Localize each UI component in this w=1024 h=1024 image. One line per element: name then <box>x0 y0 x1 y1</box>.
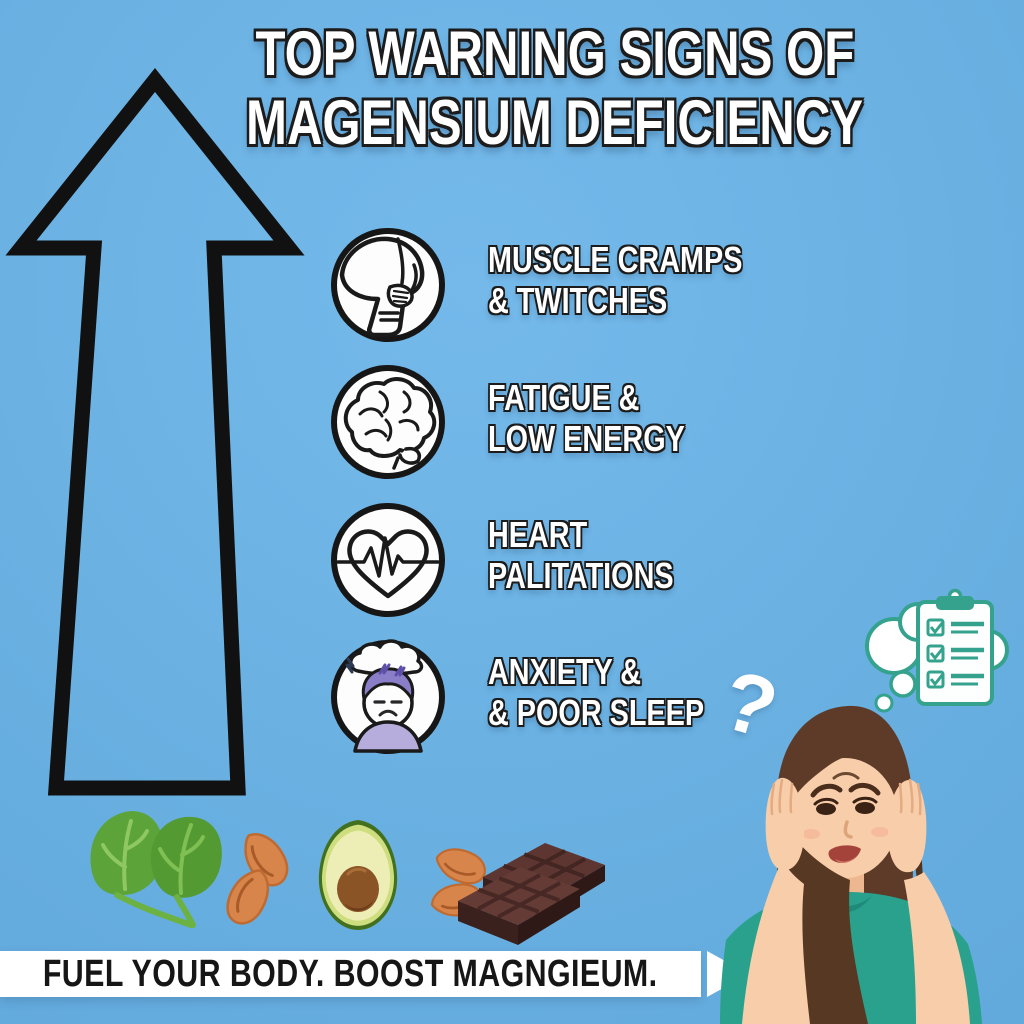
symptom-label-fatigue: FATIGUE & LOW ENERGY <box>488 377 685 459</box>
spinach-illustration <box>90 811 222 928</box>
brain-icon <box>331 365 445 479</box>
thought-bubble-checklist <box>865 588 1009 713</box>
title-line-1: TOP WARNING SIGNS OF <box>255 19 855 89</box>
symptom-row-muscle-cramps <box>328 225 448 350</box>
muscle-cramp-icon <box>331 228 445 342</box>
almonds-illustration-1 <box>226 833 289 925</box>
page-title: TOP WARNING SIGNS OF MAGENSIUM DEFICIENC… <box>140 20 970 157</box>
symptom-label-heart: HEART PALITATIONS <box>488 514 674 596</box>
symptom-label-muscle-cramps: MUSCLE CRAMPS & TWITCHES <box>488 239 743 321</box>
anxious-person-icon <box>331 639 445 754</box>
title-line-2: MAGENSIUM DEFICIENCY <box>246 87 864 158</box>
cta-banner-text: FUEL YOUR BODY. BOOST MAGNGIEUM. <box>43 952 658 995</box>
magnesium-foods-row <box>90 811 605 945</box>
heart-ecg-icon <box>331 503 445 617</box>
cta-banner: FUEL YOUR BODY. BOOST MAGNGIEUM. <box>0 951 701 997</box>
symptom-row-fatigue <box>328 362 448 487</box>
worried-woman-illustration <box>720 705 982 1024</box>
clipboard-icon <box>916 588 994 706</box>
symptom-label-anxiety: ANXIETY & & POOR SLEEP <box>488 651 705 733</box>
chocolate-illustration <box>458 843 605 945</box>
avocado-illustration <box>318 820 398 930</box>
symptom-row-heart <box>328 500 448 625</box>
upward-arrow-outline <box>5 67 305 796</box>
symptom-row-anxiety <box>328 637 448 762</box>
